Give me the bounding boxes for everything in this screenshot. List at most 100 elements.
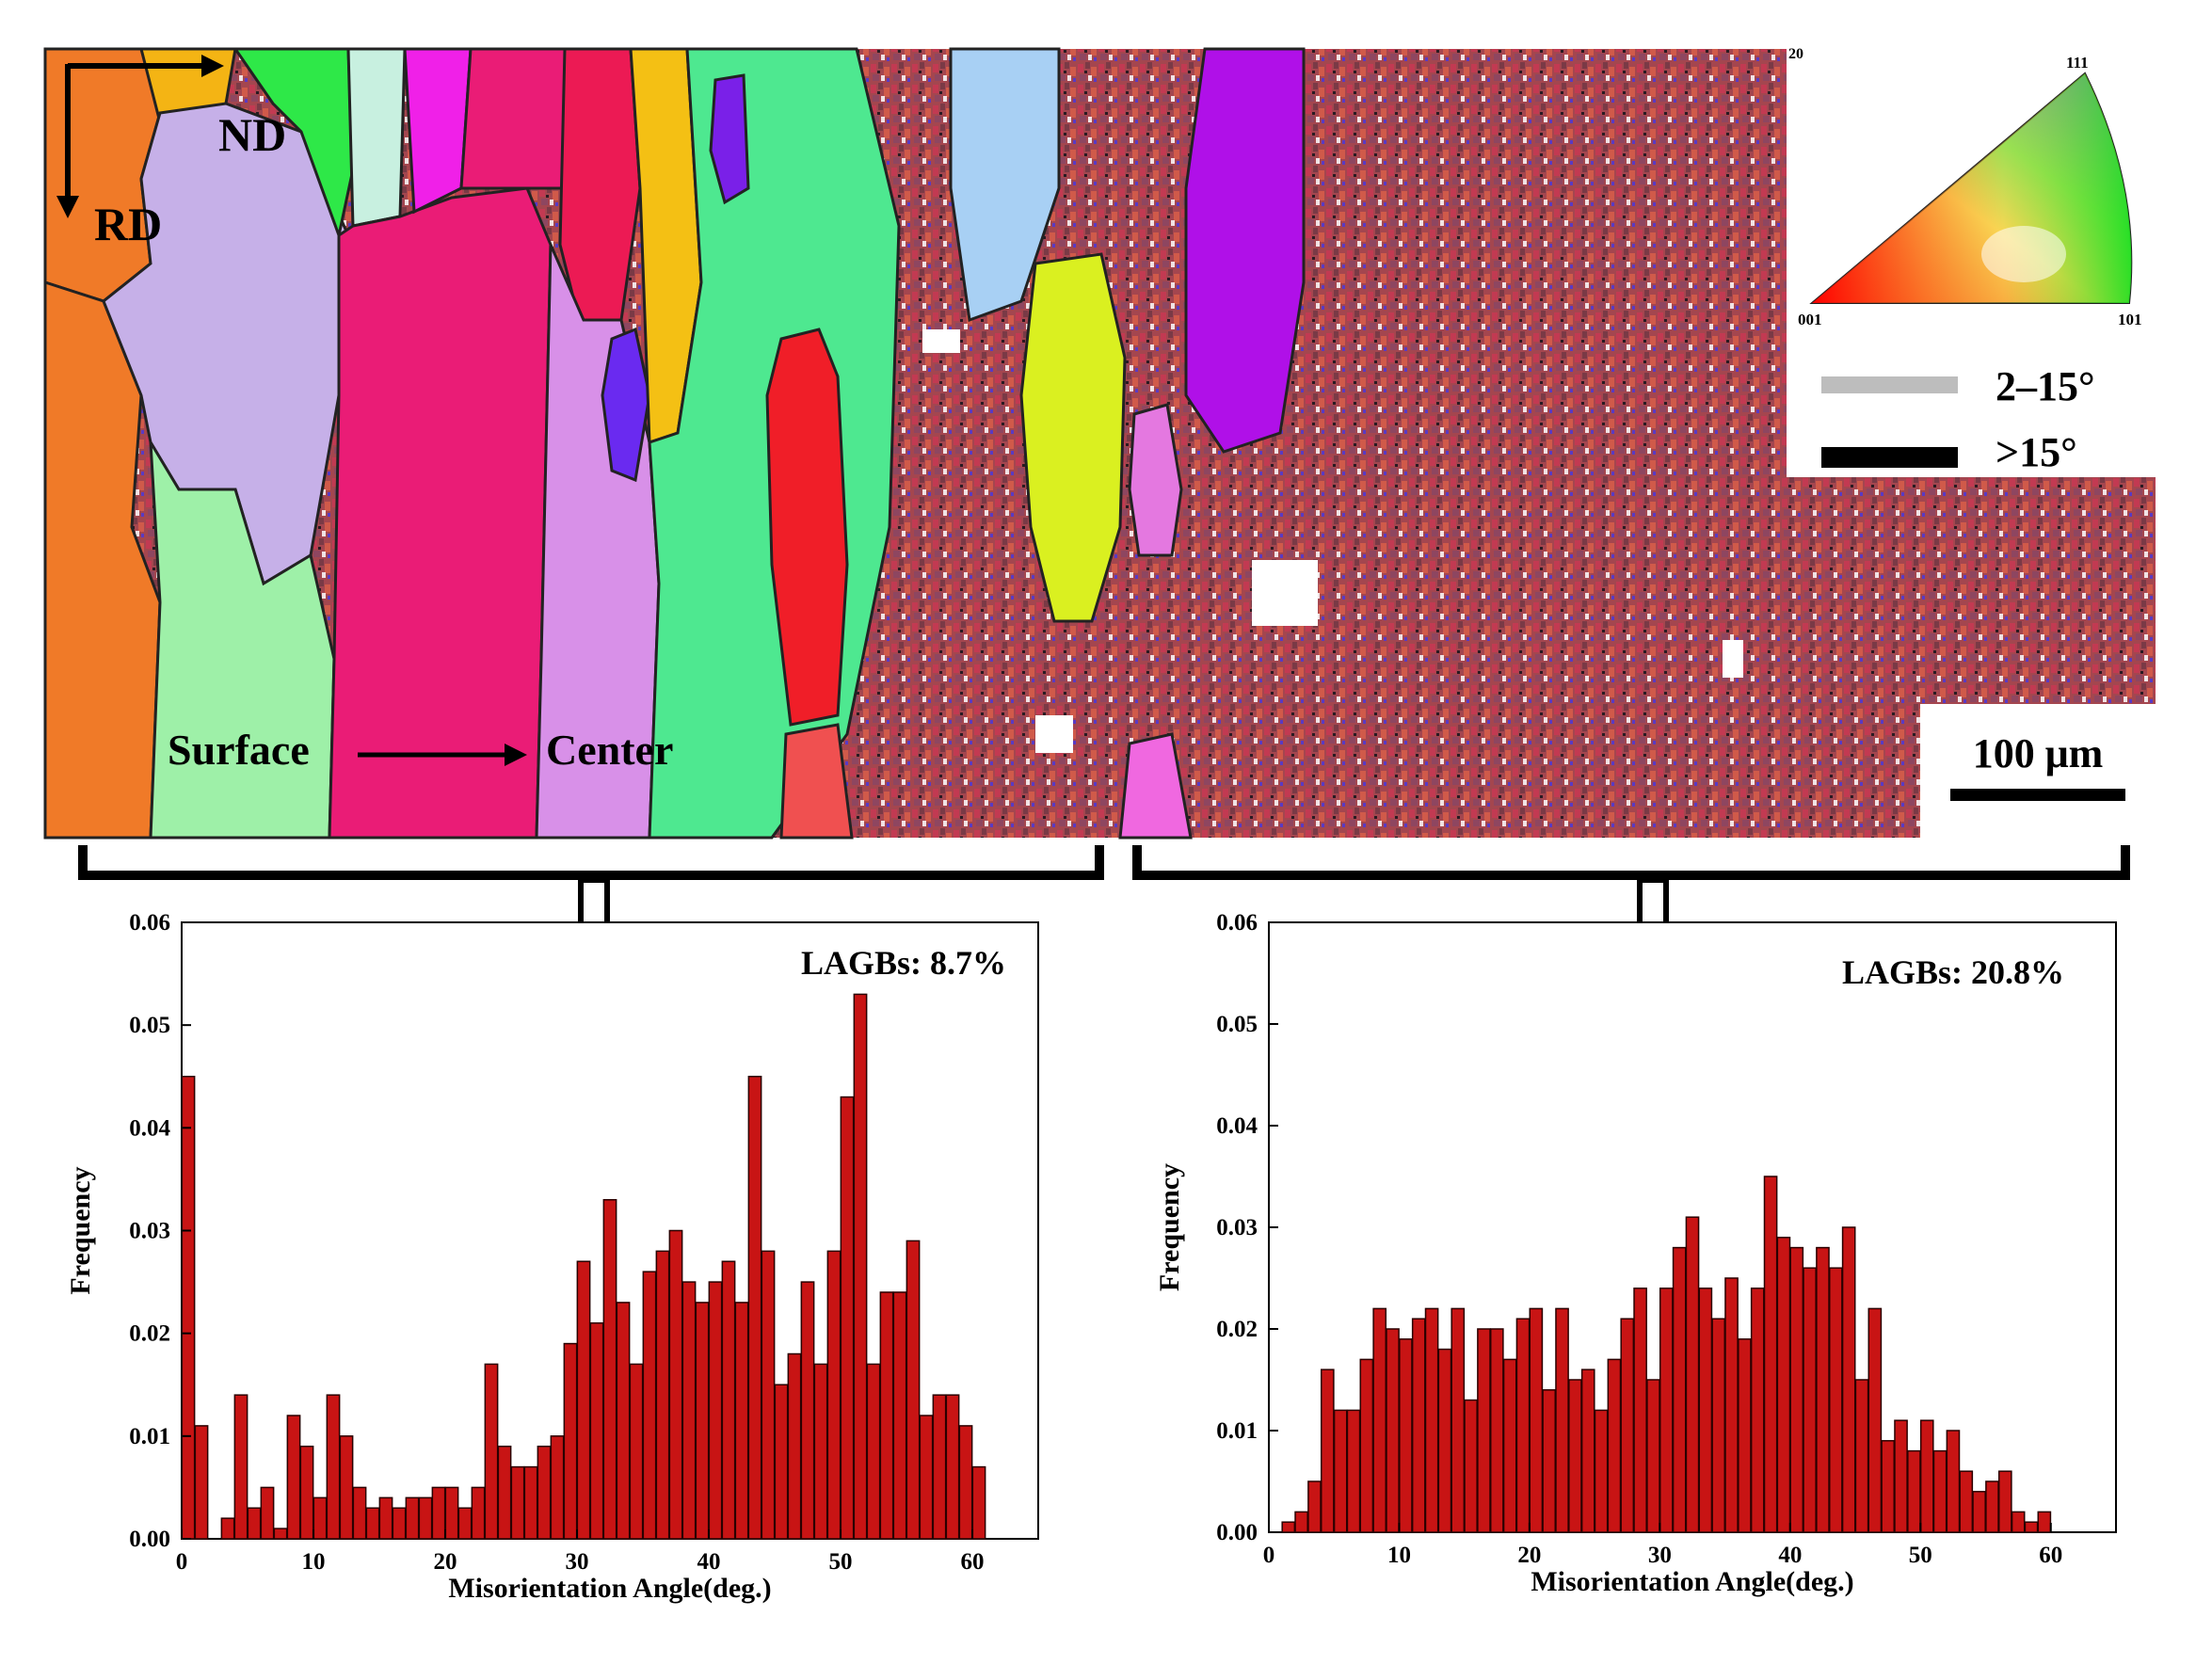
ipf-corner-111: 111: [2066, 54, 2089, 72]
x-tick-label: 50: [1909, 1543, 1932, 1568]
bar: [971, 1465, 986, 1540]
bar: [1698, 1288, 1713, 1533]
bar: [1294, 1511, 1308, 1533]
bar: [537, 1446, 552, 1540]
bar: [563, 1342, 578, 1540]
y-tick-label: 0.04: [129, 1115, 170, 1141]
bar: [1281, 1521, 1296, 1533]
ipf-legend-box: 20 001 101 111 2–15° >15°: [1787, 46, 2156, 477]
bar: [484, 1363, 499, 1540]
bar: [392, 1507, 407, 1540]
direction-axes: ND RD: [56, 55, 286, 250]
bar: [761, 1250, 776, 1540]
grain-light-blue: [949, 47, 1061, 323]
bar: [1515, 1318, 1531, 1533]
bar: [1568, 1379, 1582, 1533]
x-tick-label: 20: [434, 1549, 457, 1575]
y-tick-label: 0.05: [1216, 1012, 1258, 1037]
surface-label: Surface: [168, 726, 310, 774]
bar: [1776, 1237, 1791, 1533]
bar: [299, 1446, 314, 1540]
bar: [1789, 1246, 1804, 1533]
bar: [866, 1363, 881, 1540]
bar: [1672, 1246, 1687, 1533]
bar: [1594, 1409, 1609, 1533]
grain-red-bottom: [779, 723, 854, 840]
bar: [1841, 1226, 1856, 1533]
bar: [708, 1281, 723, 1540]
y-tick-label: 0.00: [129, 1527, 170, 1552]
x-tick-label: 60: [2039, 1543, 2062, 1568]
x-tick-label: 40: [1778, 1543, 1802, 1568]
bar: [668, 1229, 683, 1540]
bar: [853, 993, 868, 1540]
bar: [721, 1260, 736, 1540]
bar: [1451, 1307, 1466, 1533]
bar: [1489, 1328, 1504, 1533]
ipf-corner-001: 001: [1798, 311, 1822, 328]
bar: [2011, 1511, 2026, 1533]
bar: [1750, 1288, 1765, 1533]
bar: [220, 1517, 235, 1540]
bar: [1555, 1307, 1569, 1533]
bar: [826, 1250, 842, 1540]
bar: [1724, 1277, 1739, 1533]
grain-violet-small: [709, 73, 750, 205]
bar: [1828, 1267, 1843, 1533]
x-tick-label: 20: [1517, 1543, 1541, 1568]
bar: [892, 1291, 907, 1540]
y-axis-title: Frequency: [65, 1166, 96, 1294]
bar: [2037, 1511, 2052, 1533]
bar: [1972, 1491, 1986, 1533]
bar: [774, 1384, 789, 1540]
bar: [1464, 1399, 1478, 1533]
bar: [747, 1076, 762, 1540]
bar: [1529, 1307, 1544, 1533]
bar: [1685, 1216, 1700, 1533]
y-tick-label: 0.00: [1216, 1520, 1258, 1545]
bar: [1803, 1267, 1817, 1533]
arrow-right-icon: [505, 744, 527, 766]
bar: [1411, 1318, 1426, 1533]
legend-label-low-angle: 2–15°: [1996, 363, 2095, 409]
bar: [1946, 1430, 1961, 1533]
center-label: Center: [546, 726, 673, 774]
bar: [194, 1425, 209, 1540]
ipf-corner-101: 101: [2118, 311, 2142, 328]
grain-pink-small: [1128, 403, 1183, 557]
bar: [1333, 1409, 1348, 1533]
bar: [1372, 1307, 1387, 1533]
bar: [1659, 1288, 1674, 1533]
bar: [313, 1496, 328, 1540]
bar: [655, 1250, 670, 1540]
bar: [1346, 1409, 1361, 1533]
white-void: [1252, 560, 1318, 626]
bar: [879, 1291, 894, 1540]
x-tick-label: 0: [176, 1549, 188, 1575]
ipf-corner-20: 20: [1788, 46, 1803, 62]
nd-label: ND: [218, 108, 286, 161]
bar: [695, 1302, 710, 1540]
y-tick-label: 0.02: [129, 1321, 170, 1347]
bar: [326, 1394, 341, 1540]
bar: [800, 1281, 815, 1540]
x-tick-label: 10: [1387, 1543, 1411, 1568]
grain-red: [765, 328, 849, 727]
bar: [602, 1199, 617, 1540]
bar: [378, 1496, 393, 1540]
bar: [1477, 1328, 1491, 1533]
bar: [1580, 1368, 1595, 1533]
x-tick-label: 40: [697, 1549, 721, 1575]
bar: [958, 1425, 973, 1540]
rd-label: RD: [94, 198, 162, 250]
bar: [247, 1507, 262, 1540]
bar: [576, 1260, 591, 1540]
grain-lime: [1019, 252, 1127, 623]
bar: [1711, 1318, 1726, 1533]
bar: [1542, 1389, 1557, 1533]
bar: [932, 1394, 947, 1540]
bar: [906, 1240, 921, 1540]
bar: [840, 1096, 855, 1540]
arrow-right-icon: [201, 55, 224, 77]
bar: [589, 1322, 604, 1540]
